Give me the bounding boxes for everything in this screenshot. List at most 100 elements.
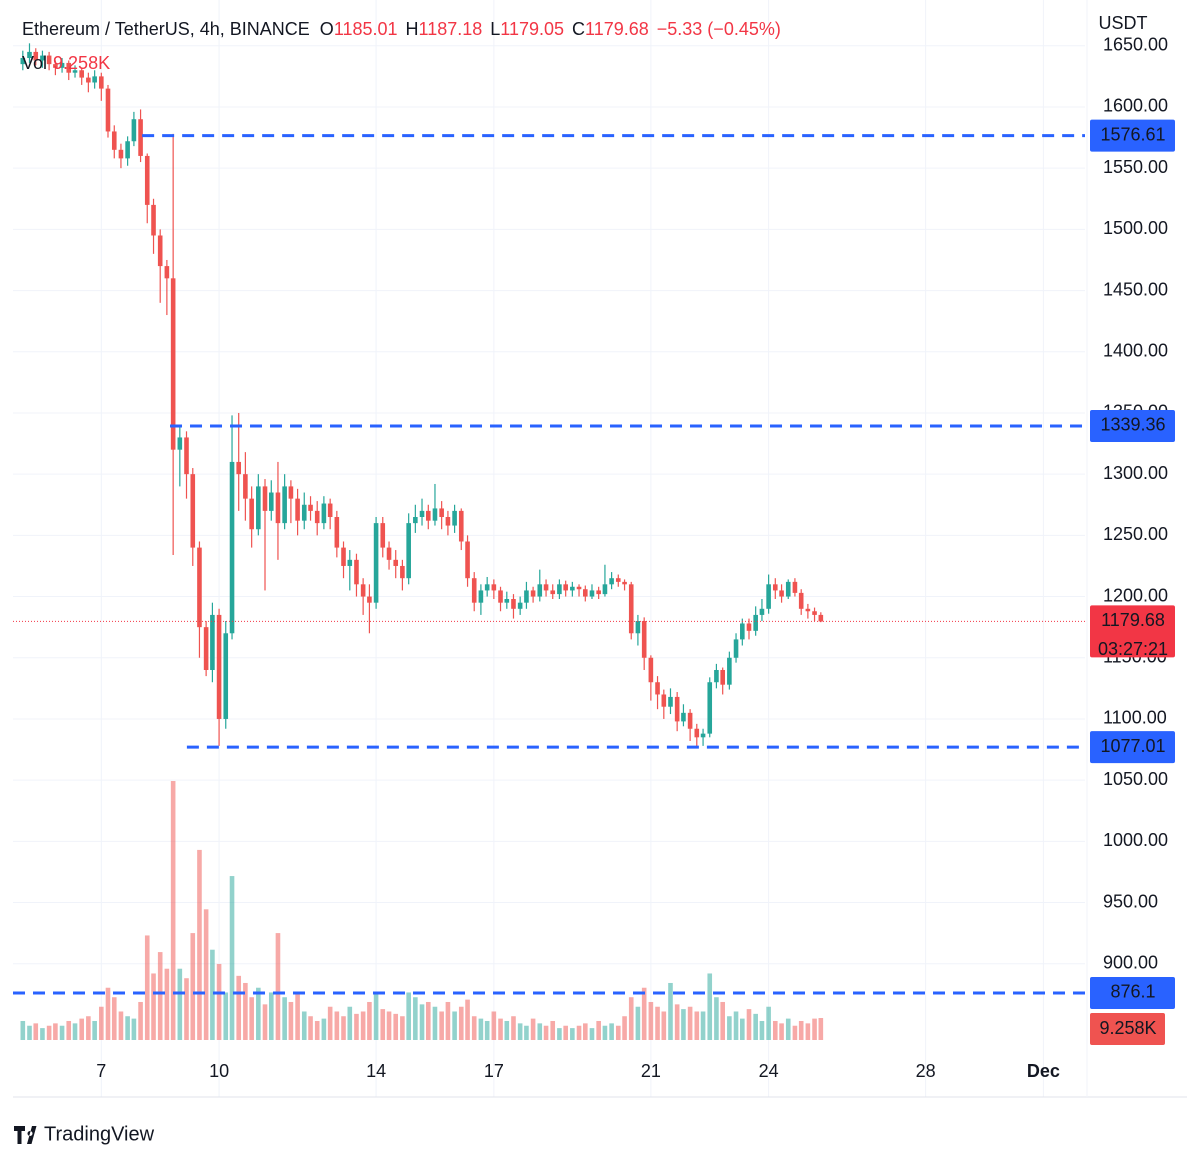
volume-bar	[805, 1023, 811, 1040]
x-tick-label: 28	[916, 1061, 936, 1081]
candle-body	[681, 712, 686, 722]
candle-body	[720, 669, 725, 685]
y-tick-label: 1400.00	[1103, 341, 1168, 361]
volume-bar	[530, 1018, 536, 1040]
volume-bar	[131, 1018, 137, 1040]
candle-body	[79, 70, 84, 78]
candle-body	[216, 614, 222, 719]
candle-body	[314, 510, 320, 524]
candle-body	[86, 77, 91, 83]
candle-body	[687, 712, 693, 729]
candle-body	[46, 55, 52, 65]
volume-bar	[157, 952, 163, 1040]
volume-bar	[753, 1013, 758, 1040]
volume-bar	[295, 992, 300, 1040]
volume-bar	[661, 1011, 667, 1040]
candle-body	[393, 559, 399, 566]
level-label-box	[1090, 976, 1175, 1009]
volume-bar	[727, 1016, 732, 1040]
candle-body	[256, 486, 261, 530]
candle-body	[753, 614, 758, 631]
volume-bar	[524, 1025, 529, 1040]
volume-bar	[105, 987, 111, 1040]
brand-name: TradingView	[44, 1123, 155, 1145]
volume-bar	[27, 1025, 32, 1040]
candle-body	[471, 578, 477, 603]
volume-bar	[668, 982, 673, 1040]
volume-value: 9.258K	[53, 53, 110, 73]
volume-name: Vol	[22, 53, 47, 73]
candle-body	[596, 590, 601, 595]
volume-bar	[570, 1028, 575, 1040]
volume-bar	[425, 1001, 431, 1040]
volume-bar	[687, 1006, 693, 1040]
candle-body	[53, 64, 58, 68]
volume-bar	[360, 1011, 366, 1040]
y-tick-label: 1550.00	[1103, 157, 1168, 177]
volume-bar	[563, 1025, 568, 1040]
candle-body	[805, 608, 811, 612]
volume-bar	[386, 1011, 392, 1040]
volume-bar	[184, 978, 189, 1040]
brand-logo: TradingView	[14, 1123, 155, 1145]
volume-bar	[648, 1001, 654, 1040]
candle-body	[622, 581, 627, 585]
volume-bar	[92, 1020, 97, 1040]
candle-body	[517, 602, 523, 609]
candle-body	[511, 599, 516, 609]
volume-bar	[347, 1006, 353, 1040]
candle-body	[268, 492, 274, 511]
volume-bar	[197, 849, 202, 1040]
volume-bar	[216, 963, 222, 1040]
volume-bar	[177, 968, 183, 1040]
candle-body	[465, 541, 470, 579]
grid: 7 10 14 17 21 24 28 Dec	[13, 0, 1085, 1097]
volume-bar	[465, 999, 470, 1040]
y-tick-label: 1650.00	[1103, 35, 1168, 55]
candle-body	[615, 578, 621, 582]
volume-bar	[517, 1023, 523, 1040]
candle-body	[40, 55, 45, 61]
candle-body	[740, 623, 745, 640]
volume-bar	[583, 1023, 588, 1040]
y-tick-label: 1100.00	[1103, 708, 1167, 728]
volume-bar	[766, 1006, 771, 1040]
candle-body	[484, 584, 490, 591]
candle-body	[563, 584, 568, 591]
candle-body	[164, 266, 170, 279]
volume-bar	[511, 1016, 516, 1040]
level-label: 1077.01	[1100, 736, 1165, 756]
volume-bar	[641, 987, 647, 1040]
x-tick-label: Dec	[1027, 1061, 1060, 1081]
volume-bar	[439, 1011, 444, 1040]
candle-body	[439, 508, 444, 518]
volume-bar	[33, 1023, 39, 1040]
candle-body	[210, 614, 215, 670]
y-tick-label: 1600.00	[1103, 96, 1168, 116]
volume-label: 9.258K	[1099, 1018, 1156, 1038]
volume-bar	[243, 982, 248, 1040]
y-tick-label: 1500.00	[1103, 218, 1168, 238]
volume-bar	[20, 1020, 26, 1040]
candle-body	[491, 584, 497, 591]
candle-body	[262, 486, 268, 511]
change: −5.33 (−0.45%)	[657, 19, 781, 39]
volume-bar	[458, 1006, 464, 1040]
candle-body	[785, 581, 791, 597]
candle-body	[118, 149, 124, 159]
last-price-label: 1179.68	[1101, 610, 1165, 630]
level-label: 1339.36	[1100, 415, 1165, 435]
volume-bar	[714, 997, 719, 1040]
candle-body	[589, 590, 595, 597]
candle-body	[609, 578, 614, 585]
volume-bar	[694, 1011, 700, 1040]
candle-body	[170, 278, 176, 450]
candle-body	[243, 474, 248, 499]
candle-body	[707, 682, 713, 734]
candle-body	[445, 517, 451, 526]
ohlc-value: 1187.18	[419, 19, 483, 39]
candle-body	[282, 486, 287, 524]
candle-body	[557, 584, 562, 595]
y-tick-label: 1300.00	[1103, 463, 1168, 483]
candle-body	[275, 492, 281, 524]
